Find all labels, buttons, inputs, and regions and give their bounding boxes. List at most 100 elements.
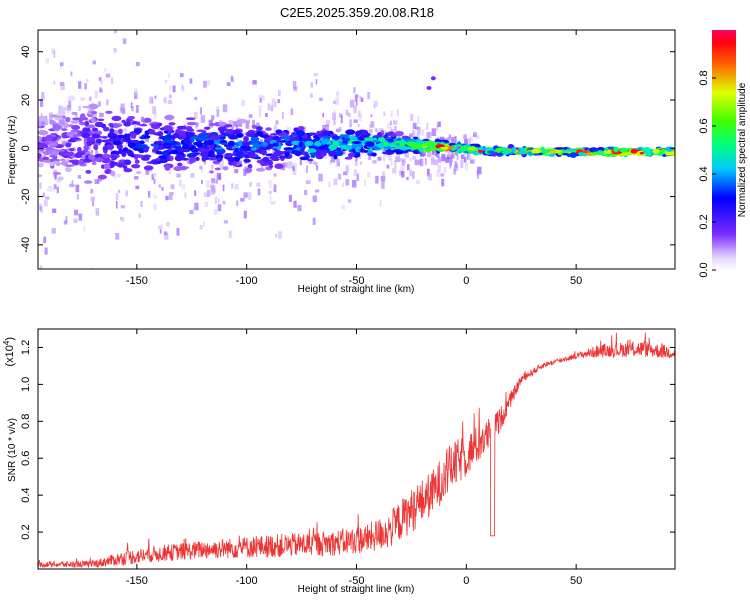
spectrogram-cell	[531, 149, 537, 154]
spectrogram-cell	[247, 164, 253, 169]
spectrogram-cell	[39, 265, 43, 269]
spectrogram-cell	[70, 14, 74, 17]
spectrogram-cell	[38, 136, 43, 141]
spectrogram-cell	[86, 79, 89, 83]
spectrogram-cell	[367, 172, 371, 178]
spectrogram-cell	[49, 120, 57, 125]
spectrogram-cell	[277, 99, 281, 104]
spectrogram-cell	[261, 141, 269, 147]
spectrogram-cell	[85, 170, 92, 174]
spectrogram-cell	[120, 103, 125, 111]
spectrogram-cell	[357, 110, 361, 118]
spectrogram-cell	[272, 142, 279, 147]
spectrogram-cell	[224, 153, 234, 158]
spectrogram-cell	[271, 98, 276, 107]
spectrogram-cell	[194, 202, 199, 211]
spectrogram-cell	[348, 136, 357, 139]
spectrogram-cell	[69, 137, 80, 141]
spectrogram-cell	[88, 96, 92, 101]
spectrogram-cell	[182, 148, 191, 153]
spectrogram-cell	[565, 148, 575, 152]
spectrogram-cell	[60, 63, 62, 70]
spectrogram-cell	[604, 147, 609, 152]
spectrogram-cell	[245, 121, 250, 129]
spectrogram-cell	[79, 121, 87, 126]
spectrogram-cell	[464, 162, 469, 171]
spectrogram-cell	[660, 148, 665, 155]
spectrogram-cell	[286, 126, 291, 134]
spectrogram-cell	[390, 120, 392, 125]
spectrogram-cell	[282, 112, 284, 119]
spectrogram-cell	[265, 113, 268, 117]
spectrogram-cell	[42, 156, 50, 161]
spectrogram-cell	[375, 128, 377, 133]
spectrogram-cell	[262, 96, 265, 101]
spectrogram-cell	[396, 109, 399, 117]
spectrogram-cell	[477, 147, 484, 151]
spectrogram-cell	[204, 126, 211, 130]
spectrogram-cell	[186, 132, 195, 138]
spectrogram-cell	[365, 141, 375, 147]
spectrogram-cell	[354, 94, 359, 98]
spectrogram-cell	[395, 149, 404, 155]
spectrogram-cell	[251, 147, 257, 151]
spectrogram-cell	[462, 134, 466, 139]
spectrogram-cell	[336, 158, 340, 167]
spectrogram-cell	[94, 90, 98, 99]
spectrogram-cell	[161, 186, 164, 191]
spectrogram-cell	[278, 231, 282, 239]
snr-marks	[38, 332, 675, 568]
spectrogram-cell	[51, 148, 60, 153]
spectrogram-cell	[415, 138, 421, 144]
spectrogram-cell	[92, 127, 98, 132]
spectrogram-cell	[427, 173, 432, 181]
spectrogram-cell	[416, 180, 420, 185]
colorbar-tick-label: 0.2	[698, 214, 710, 229]
spectrogram-cell	[347, 199, 352, 203]
spectrogram-cell	[136, 121, 141, 126]
spectrogram-x-tick-label: -150	[126, 275, 148, 287]
spectrogram-cell	[103, 126, 110, 132]
spectrogram-cell	[163, 231, 168, 236]
spectrogram-cell	[412, 130, 416, 138]
spectrogram-cell	[412, 122, 417, 129]
colorbar-tick-label: 0.6	[698, 118, 710, 133]
spectrogram-cell	[382, 171, 385, 180]
spectrogram-cell	[295, 150, 302, 156]
spectrogram-cell	[83, 180, 93, 184]
spectrogram-cell	[209, 153, 211, 161]
spectrogram-cell	[393, 120, 398, 125]
spectrogram-cell	[200, 151, 209, 157]
spectrogram-cell	[386, 136, 393, 140]
spectrogram-cell	[417, 126, 421, 134]
spectrogram-cell	[116, 144, 123, 150]
spectrogram-cell	[367, 92, 370, 100]
spectrogram-cell	[394, 130, 404, 137]
spectrogram-cell	[110, 170, 116, 177]
spectrogram-cell	[353, 105, 357, 114]
spectrogram-cell	[38, 203, 42, 208]
spectrogram-cell	[388, 155, 392, 161]
spectrogram-isolated-point	[430, 76, 436, 81]
spectrogram-cell	[268, 180, 272, 188]
spectrogram-cell	[312, 217, 316, 225]
spectrogram-cell	[353, 87, 356, 94]
spectrogram-cell	[185, 117, 196, 120]
spectrogram-cell	[232, 160, 237, 167]
spectrogram-cell	[211, 164, 214, 170]
spectrogram-cell	[130, 153, 135, 158]
spectrogram-cell	[153, 141, 161, 145]
spectrogram-cell	[292, 163, 297, 171]
spectrogram-cell	[409, 169, 412, 177]
spectrogram-cell	[163, 97, 167, 104]
spectrogram-cell	[153, 179, 156, 185]
spectrogram-cell	[368, 154, 372, 160]
spectrogram-cell	[221, 142, 228, 145]
spectrogram-cell	[460, 154, 464, 160]
spectrogram-cell	[426, 122, 429, 130]
spectrogram-cell	[203, 221, 205, 227]
spectrogram-cell	[487, 150, 495, 154]
spectrogram-cell	[82, 105, 90, 109]
spectrogram-cell	[401, 171, 405, 178]
spectrogram-cell	[384, 130, 387, 135]
